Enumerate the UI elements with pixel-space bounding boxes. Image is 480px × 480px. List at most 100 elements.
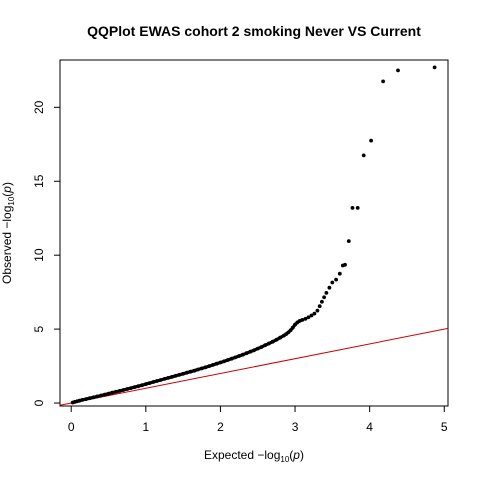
data-point bbox=[255, 346, 260, 351]
data-point bbox=[192, 368, 197, 373]
data-point bbox=[297, 319, 302, 323]
data-point bbox=[350, 206, 355, 210]
y-axis-label: Observed −log10(p) bbox=[0, 182, 16, 284]
data-point bbox=[361, 153, 366, 158]
data-point bbox=[309, 313, 314, 318]
y-tick-label: 10 bbox=[32, 248, 46, 262]
data-point bbox=[99, 393, 103, 398]
data-point bbox=[177, 372, 182, 377]
data-point bbox=[396, 68, 400, 73]
data-point bbox=[199, 366, 204, 371]
data-point bbox=[80, 398, 85, 402]
data-point bbox=[263, 343, 268, 348]
data-point bbox=[125, 387, 130, 391]
data-point bbox=[278, 335, 282, 340]
point-cluster bbox=[71, 318, 305, 405]
data-point bbox=[237, 354, 242, 358]
data-point bbox=[162, 377, 167, 381]
data-point bbox=[432, 65, 437, 70]
data-point bbox=[114, 389, 118, 394]
data-point bbox=[140, 383, 145, 388]
plot-frame bbox=[59, 59, 449, 407]
data-point bbox=[369, 138, 373, 143]
data-point bbox=[315, 308, 320, 313]
y-tick-label: 0 bbox=[32, 399, 46, 406]
data-point bbox=[300, 318, 305, 322]
data-point bbox=[84, 397, 88, 401]
data-point bbox=[330, 280, 335, 285]
data-point bbox=[218, 360, 223, 365]
data-point bbox=[290, 325, 295, 330]
chart-title: QQPlot EWAS cohort 2 smoking Never VS Cu… bbox=[87, 23, 421, 39]
y-axis: 0 5 10 15 20 bbox=[32, 100, 60, 406]
data-point bbox=[211, 363, 215, 367]
data-point bbox=[95, 394, 100, 399]
x-axis-label: Expected −log10(p) bbox=[204, 448, 304, 464]
data-point bbox=[233, 355, 238, 360]
data-point bbox=[188, 369, 193, 374]
data-point bbox=[110, 390, 115, 395]
data-point bbox=[327, 285, 332, 290]
data-point bbox=[270, 339, 275, 344]
y-tick-label: 20 bbox=[32, 100, 46, 114]
data-point bbox=[317, 304, 322, 309]
data-point bbox=[196, 367, 200, 372]
data-point bbox=[288, 328, 293, 333]
data-point bbox=[259, 345, 264, 349]
data-point bbox=[117, 389, 122, 393]
data-point bbox=[203, 365, 208, 370]
data-point bbox=[136, 384, 141, 389]
data-point bbox=[121, 388, 126, 392]
data-point bbox=[252, 348, 256, 353]
data-point bbox=[222, 359, 227, 364]
data-point bbox=[166, 376, 171, 380]
data-point bbox=[151, 380, 156, 384]
data-point bbox=[303, 316, 308, 321]
data-point bbox=[155, 379, 159, 383]
data-point bbox=[106, 391, 111, 396]
data-point bbox=[214, 361, 219, 366]
x-tick-label: 1 bbox=[142, 420, 149, 434]
x-tick-label: 0 bbox=[68, 420, 75, 434]
x-tick-label: 2 bbox=[217, 420, 224, 434]
y-tick-label: 15 bbox=[32, 174, 46, 188]
data-point bbox=[132, 385, 137, 389]
data-point bbox=[274, 337, 279, 342]
data-point bbox=[87, 396, 92, 401]
data-point bbox=[267, 341, 271, 346]
data-point bbox=[343, 262, 347, 267]
data-point bbox=[244, 351, 249, 356]
data-point bbox=[240, 352, 245, 357]
data-point bbox=[346, 239, 351, 244]
data-point bbox=[184, 370, 189, 375]
data-point bbox=[158, 378, 163, 382]
data-point bbox=[170, 375, 174, 379]
data-point bbox=[334, 277, 338, 282]
x-tick-label: 4 bbox=[366, 420, 373, 434]
data-point bbox=[226, 358, 230, 362]
data-point bbox=[306, 315, 311, 320]
data-point bbox=[147, 381, 152, 385]
data-point bbox=[129, 386, 133, 390]
y-tick-label: 5 bbox=[32, 325, 46, 332]
data-point bbox=[229, 356, 234, 361]
data-point bbox=[312, 311, 317, 316]
data-point bbox=[181, 371, 186, 376]
data-point bbox=[248, 349, 253, 354]
data-point bbox=[173, 373, 178, 378]
data-point bbox=[102, 392, 107, 397]
x-tick-label: 3 bbox=[292, 420, 299, 434]
data-point bbox=[355, 206, 360, 210]
x-axis: 0 1 2 3 4 5 bbox=[68, 406, 448, 434]
data-point bbox=[381, 79, 385, 84]
data-point bbox=[207, 364, 212, 368]
data-point bbox=[337, 271, 342, 276]
data-point bbox=[320, 299, 324, 304]
data-point bbox=[91, 395, 96, 400]
plot-area bbox=[59, 65, 449, 406]
reference-line bbox=[59, 327, 449, 406]
data-point bbox=[77, 398, 82, 403]
data-point bbox=[143, 382, 148, 386]
x-tick-label: 5 bbox=[441, 420, 448, 434]
